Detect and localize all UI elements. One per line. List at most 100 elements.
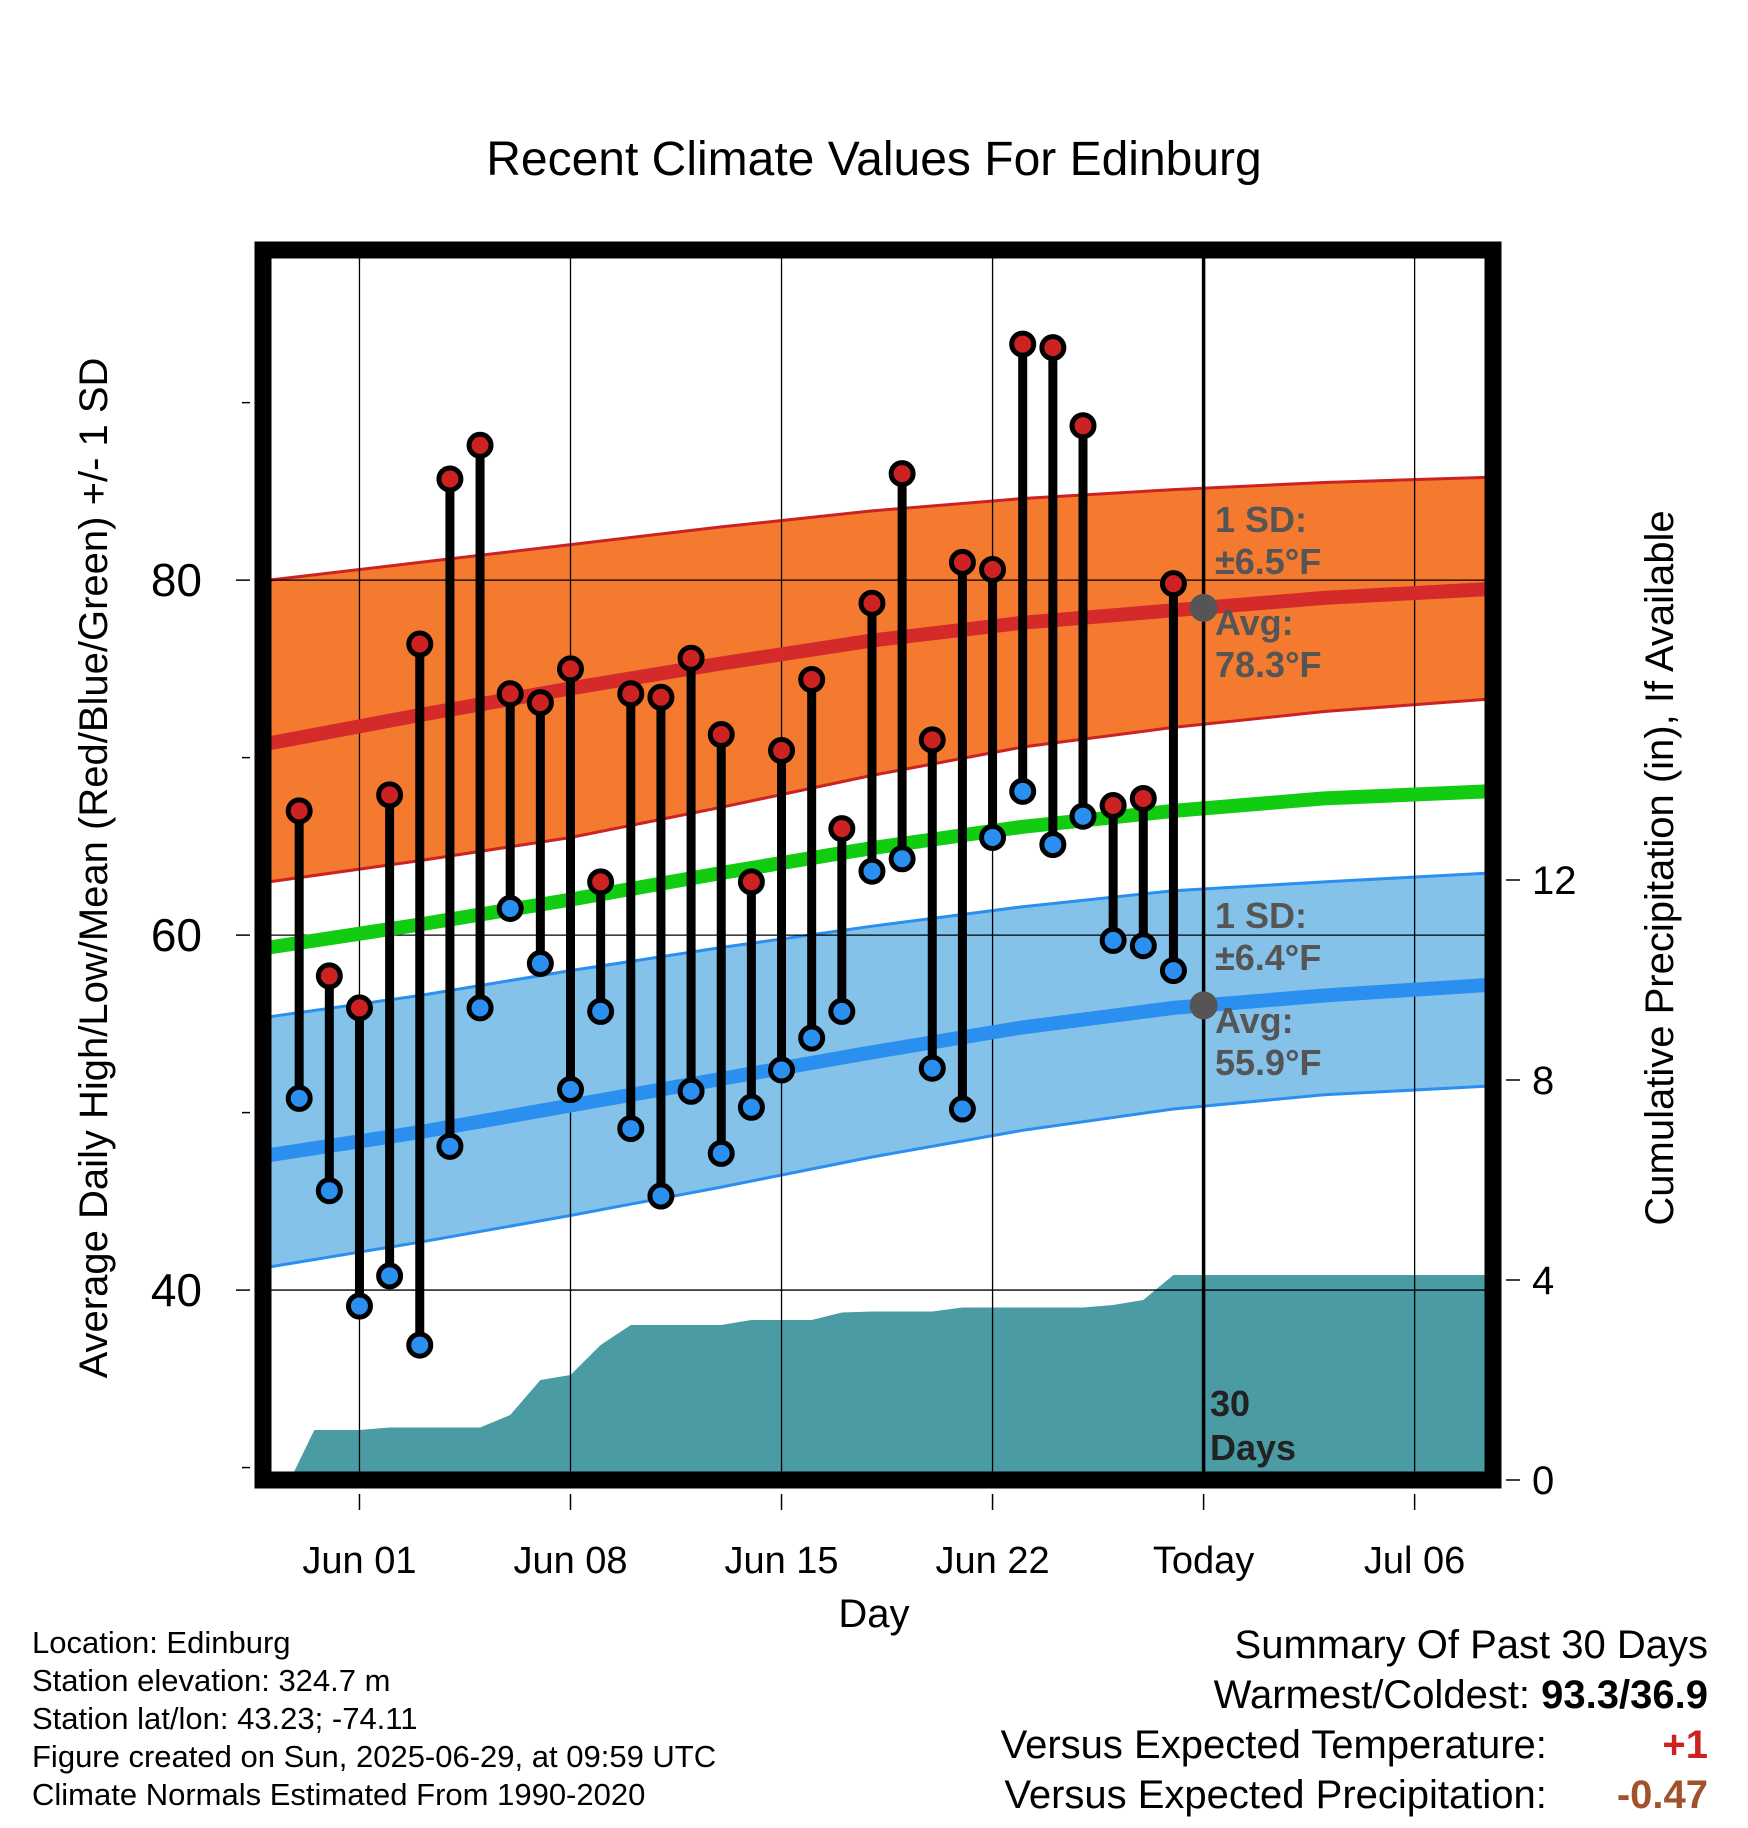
summary-temp-row: Versus Expected Temperature: +1: [1001, 1720, 1708, 1770]
low-point-26: [1069, 802, 1097, 830]
low-point-23: [979, 823, 1007, 851]
low-point-6: [466, 994, 494, 1022]
high-point-6: [466, 431, 494, 459]
summary-heading: Summary Of Past 30 Days: [1234, 1623, 1708, 1667]
x-tick-label-1: Jun 08: [513, 1540, 627, 1582]
low-point-28: [1129, 932, 1157, 960]
station-elevation: Station elevation: 324.7 m: [32, 1663, 391, 1698]
high-point-29: [1159, 570, 1187, 598]
high-point-13: [677, 644, 705, 672]
plot-content: [263, 250, 1493, 1480]
high-point-14: [707, 721, 735, 749]
high-band-upper-edge: [268, 475, 1491, 582]
low-point-22: [948, 1095, 976, 1123]
high-normal-today-marker: [1189, 593, 1218, 622]
high-point-1: [315, 962, 343, 990]
high-sd-label: 1 SD:: [1215, 499, 1307, 540]
precip-vs-expected-label: Versus Expected Precipitation:: [1004, 1773, 1547, 1817]
y-left-tick-label-0: 40: [151, 1264, 202, 1316]
low-sd-label: 1 SD:: [1215, 895, 1307, 936]
low-point-15: [737, 1093, 765, 1121]
x-tick-label-5: Jul 06: [1364, 1540, 1465, 1582]
x-tick-label-4: Today: [1153, 1540, 1254, 1582]
high-point-24: [1009, 330, 1037, 358]
high-point-27: [1099, 792, 1127, 820]
warm-cold-label: Warmest/Coldest:: [1213, 1673, 1531, 1717]
high-point-9: [557, 655, 584, 683]
high-point-8: [526, 689, 554, 717]
low-point-20: [888, 845, 916, 873]
axes: 40 60 80 0 4 8 12 Jun 01 Jun 08 Jun 15 Jun 22 Today…: [151, 401, 1577, 1582]
window-days-label: Days: [1210, 1427, 1296, 1468]
high-point-17: [798, 666, 826, 694]
low-point-11: [617, 1115, 645, 1143]
low-point-13: [677, 1077, 705, 1105]
x-axis-label: Day: [838, 1592, 909, 1636]
high-point-21: [918, 726, 946, 754]
window-annotation: 30 Days: [1210, 1383, 1296, 1468]
y-right-tick-label-2: 8: [1532, 1059, 1554, 1103]
y-right-tick-label-0: 0: [1532, 1459, 1554, 1503]
high-point-2: [345, 994, 373, 1022]
y-right-tick-label-3: 12: [1532, 859, 1577, 903]
low-avg-label: Avg:: [1215, 1000, 1294, 1041]
low-avg-value: 55.9°F: [1215, 1042, 1321, 1083]
y-axis-label-right: Cumulative Precipitation (in), If Availa…: [1638, 510, 1682, 1225]
window-days-count: 30: [1210, 1383, 1250, 1424]
high-point-7: [496, 680, 524, 708]
x-tick-label-2: Jun 15: [724, 1540, 838, 1582]
low-point-19: [858, 857, 886, 885]
summary-panel: Summary Of Past 30 Days Warmest/Coldest:…: [1001, 1620, 1708, 1820]
low-point-29: [1159, 957, 1187, 985]
low-point-0: [285, 1084, 313, 1112]
temp-vs-expected-label: Versus Expected Temperature:: [1000, 1723, 1547, 1767]
high-point-28: [1129, 784, 1157, 812]
low-point-5: [436, 1132, 464, 1160]
low-point-7: [496, 894, 524, 922]
low-point-18: [828, 997, 856, 1025]
low-point-25: [1039, 831, 1067, 859]
y-left-tick-label-2: 80: [151, 554, 202, 606]
y-right-tick-label-1: 4: [1532, 1259, 1554, 1303]
y-axis-label-left: Average Daily High/Low/Mean (Red/Blue/Gr…: [72, 358, 116, 1379]
low-point-8: [526, 950, 554, 978]
low-point-2: [345, 1292, 373, 1320]
low-normal-today-marker: [1189, 991, 1218, 1020]
x-tick-label-3: Jun 22: [936, 1540, 1050, 1582]
high-point-19: [858, 589, 886, 617]
low-point-27: [1099, 926, 1127, 954]
low-normal-line: [267, 977, 1491, 1163]
low-point-9: [557, 1076, 584, 1104]
x-tick-label-0: Jun 01: [302, 1540, 416, 1582]
summary-precip-row: Versus Expected Precipitation: -0.47: [1001, 1770, 1708, 1820]
high-point-15: [737, 868, 765, 896]
y-left-tick-label-1: 60: [151, 909, 202, 961]
figure-created: Figure created on Sun, 2025-06-29, at 09…: [32, 1739, 717, 1774]
low-point-1: [315, 1177, 343, 1205]
high-normal-annotation: 1 SD: ±6.5°F Avg: 78.3°F: [1215, 499, 1321, 685]
high-point-23: [979, 555, 1007, 583]
high-point-10: [587, 868, 615, 896]
low-point-21: [918, 1054, 946, 1082]
high-point-18: [828, 815, 856, 843]
high-point-12: [647, 683, 675, 711]
normals-period: Climate Normals Estimated From 1990-2020: [32, 1777, 646, 1812]
warm-cold-value: 93.3/36.9: [1541, 1673, 1708, 1717]
low-point-10: [587, 997, 615, 1025]
chart-title: Recent Climate Values For Edinburg: [486, 133, 1261, 186]
low-band-upper-edge: [268, 871, 1491, 1019]
high-point-11: [617, 680, 645, 708]
summary-warm-cold-row: Warmest/Coldest: 93.3/36.9: [1001, 1670, 1708, 1720]
high-point-20: [888, 460, 916, 488]
low-band-lower-edge: [268, 1084, 1491, 1269]
low-point-16: [768, 1056, 796, 1084]
high-point-25: [1039, 334, 1067, 362]
low-sd-value: ±6.4°F: [1215, 937, 1321, 978]
low-point-12: [647, 1182, 675, 1210]
high-point-0: [285, 797, 313, 825]
precip-vs-expected-value: -0.47: [1616, 1773, 1708, 1817]
high-point-4: [406, 630, 434, 658]
low-point-4: [406, 1331, 434, 1359]
low-normal-annotation: 1 SD: ±6.4°F Avg: 55.9°F: [1215, 895, 1321, 1083]
